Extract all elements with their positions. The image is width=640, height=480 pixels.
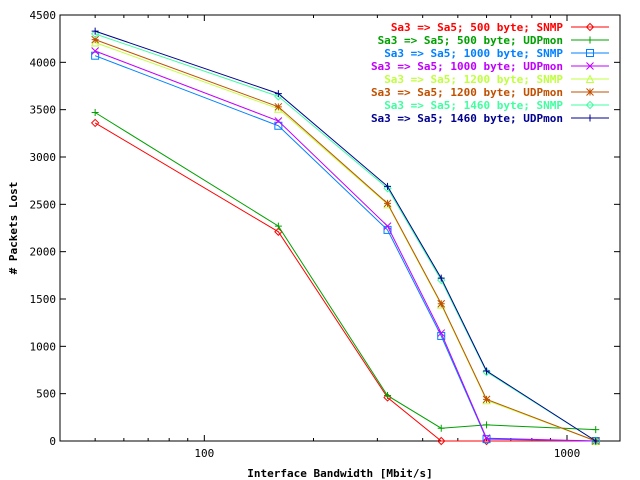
x-tick-label: 1000 [554, 447, 581, 460]
data-point [274, 227, 283, 236]
data-point [384, 392, 392, 400]
data-point [91, 47, 100, 55]
data-point [90, 37, 100, 47]
data-point [436, 300, 446, 309]
y-tick-label: 500 [36, 388, 56, 401]
data-point [592, 437, 600, 445]
legend-entry: Sa3 => Sa5; 500 byte; UDPmon [378, 34, 609, 47]
data-point [274, 222, 282, 230]
y-tick-label: 2000 [30, 246, 57, 259]
data-point [383, 199, 392, 209]
series-line [94, 55, 596, 442]
data-point [91, 51, 100, 60]
legend-marker [585, 100, 595, 110]
data-point [91, 27, 99, 35]
legend-entry: Sa3 => Sa5; 1000 byte; UDPmon [371, 60, 609, 73]
x-axis-label: Interface Bandwidth [Mbit/s] [247, 467, 432, 480]
series-lines [90, 27, 601, 446]
y-tick-label: 4500 [30, 9, 57, 22]
data-point [91, 35, 100, 44]
data-point [592, 426, 600, 434]
legend-label: Sa3 => Sa5; 1000 byte; SNMP [384, 47, 563, 60]
plot-frame [59, 14, 621, 442]
data-point [274, 90, 282, 98]
data-point [437, 424, 445, 432]
series-7 [90, 29, 600, 446]
y-axis-ticks: 0 500 1000 1500 2000 2500 3000 3500 4000 4500 [30, 9, 620, 448]
legend-label: Sa3 => Sa5; 1000 byte; UDPmon [371, 60, 563, 73]
y-tick-label: 1000 [30, 340, 57, 353]
data-point [384, 182, 392, 190]
y-tick-label: 1500 [30, 293, 57, 306]
legend-marker [585, 74, 595, 83]
legend-label: Sa3 => Sa5; 500 byte; UDPmon [378, 34, 563, 47]
legend-label: Sa3 => Sa5; 1460 byte; SNMP [384, 99, 563, 112]
data-point [274, 121, 283, 130]
legend-label: Sa3 => Sa5; 500 byte; SNMP [391, 21, 564, 34]
x-tick-label: 100 [194, 447, 214, 460]
series-line [94, 33, 596, 442]
legend-entry: Sa3 => Sa5; 1000 byte; SNMP [384, 47, 609, 60]
series-line [94, 39, 596, 442]
series-line [94, 30, 596, 442]
y-tick-label: 2500 [30, 198, 57, 211]
legend-marker [586, 36, 594, 44]
series-line [94, 50, 596, 442]
series-4 [91, 47, 600, 445]
legend-label: Sa3 => Sa5; 1200 byte; UDPmon [371, 86, 563, 99]
legend-label: Sa3 => Sa5; 1200 byte; SNMP [384, 73, 563, 86]
y-tick-label: 0 [49, 435, 56, 448]
series-line [94, 122, 596, 442]
legend-marker [586, 62, 594, 70]
data-point [483, 421, 491, 429]
legend-entry: Sa3 => Sa5; 1460 byte; SNMP [384, 99, 609, 112]
data-point [482, 434, 491, 443]
series-8 [91, 27, 600, 445]
data-point [482, 435, 491, 444]
series-line [94, 112, 596, 431]
y-tick-label: 3500 [30, 104, 57, 117]
series-2 [91, 109, 600, 434]
legend-marker [586, 88, 594, 96]
data-point [437, 299, 446, 308]
y-tick-label: 3000 [30, 151, 57, 164]
legend-entry: Sa3 => Sa5; 1200 byte; SNMP [384, 73, 609, 86]
y-axis-label: # Packets Lost [7, 182, 20, 275]
data-point [383, 199, 392, 208]
data-point [437, 274, 445, 282]
data-point [383, 393, 392, 402]
legend-marker [586, 114, 594, 122]
legend-entry: Sa3 => Sa5; 1460 byte; UDPmon [371, 112, 609, 125]
data-point [383, 222, 392, 230]
legend-label: Sa3 => Sa5; 1460 byte; UDPmon [371, 112, 563, 125]
data-point [437, 275, 446, 285]
data-point [274, 102, 283, 111]
data-point [274, 117, 283, 125]
data-point [383, 184, 392, 193]
data-point [90, 118, 100, 128]
data-point [483, 367, 491, 375]
legend-marker [586, 49, 594, 57]
data-point [90, 29, 100, 39]
data-point [91, 109, 99, 117]
data-point [437, 436, 446, 446]
data-point [482, 395, 491, 404]
series-1 [90, 118, 600, 446]
legend-entry: Sa3 => Sa5; 500 byte; SNMP [391, 21, 609, 34]
data-point [437, 329, 446, 337]
legend-marker [585, 22, 595, 32]
x-axis-ticks: 100 1000 [59, 15, 581, 460]
y-tick-label: 4000 [30, 56, 57, 69]
legend-entry: Sa3 => Sa5; 1200 byte; UDPmon [371, 86, 609, 99]
